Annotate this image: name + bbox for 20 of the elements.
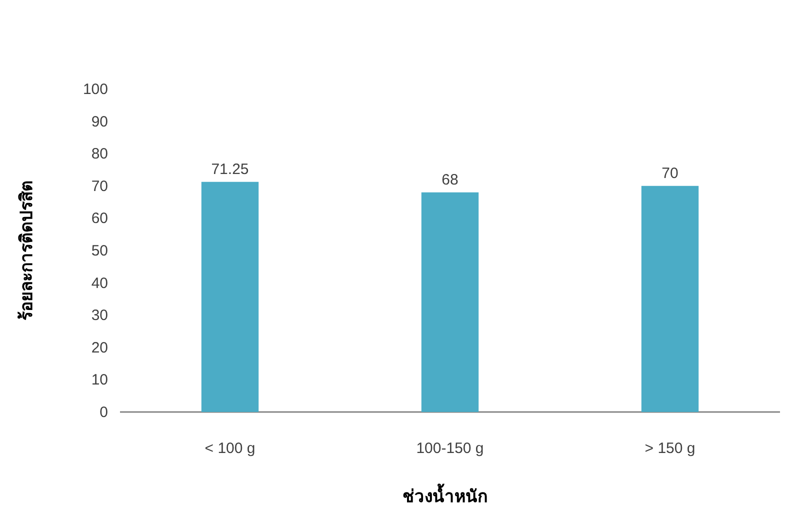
y-axis-title: ร้อยละการติดปรสิต <box>17 180 36 320</box>
data-label: 71.25 <box>211 160 249 178</box>
y-tick-label: 50 <box>91 242 108 260</box>
y-tick-label: 30 <box>91 307 108 324</box>
y-tick-label: 90 <box>91 113 108 130</box>
y-tick-label: 40 <box>91 274 108 292</box>
y-tick-label: 70 <box>91 178 108 195</box>
y-tick-label: 100 <box>82 81 108 98</box>
y-tick-label: 20 <box>91 339 108 356</box>
x-axis-title: ช่วงน้ำหนัก <box>402 483 488 506</box>
y-tick-label: 10 <box>91 372 108 389</box>
y-tick-label: 60 <box>91 210 108 228</box>
data-label: 70 <box>662 164 678 182</box>
x-tick-label: > 150 g <box>644 440 696 457</box>
plot: 0 10 20 30 40 50 60 70 80 90 100 71.25 68 70 < 100 g 100-150 g > 150 g <box>82 81 780 457</box>
x-tick-label: 100-150 g <box>416 440 484 457</box>
y-tick-label: 0 <box>100 404 108 421</box>
data-label: 68 <box>442 171 458 188</box>
x-tick-label: < 100 g <box>204 440 256 457</box>
y-tick-label: 80 <box>91 146 108 163</box>
